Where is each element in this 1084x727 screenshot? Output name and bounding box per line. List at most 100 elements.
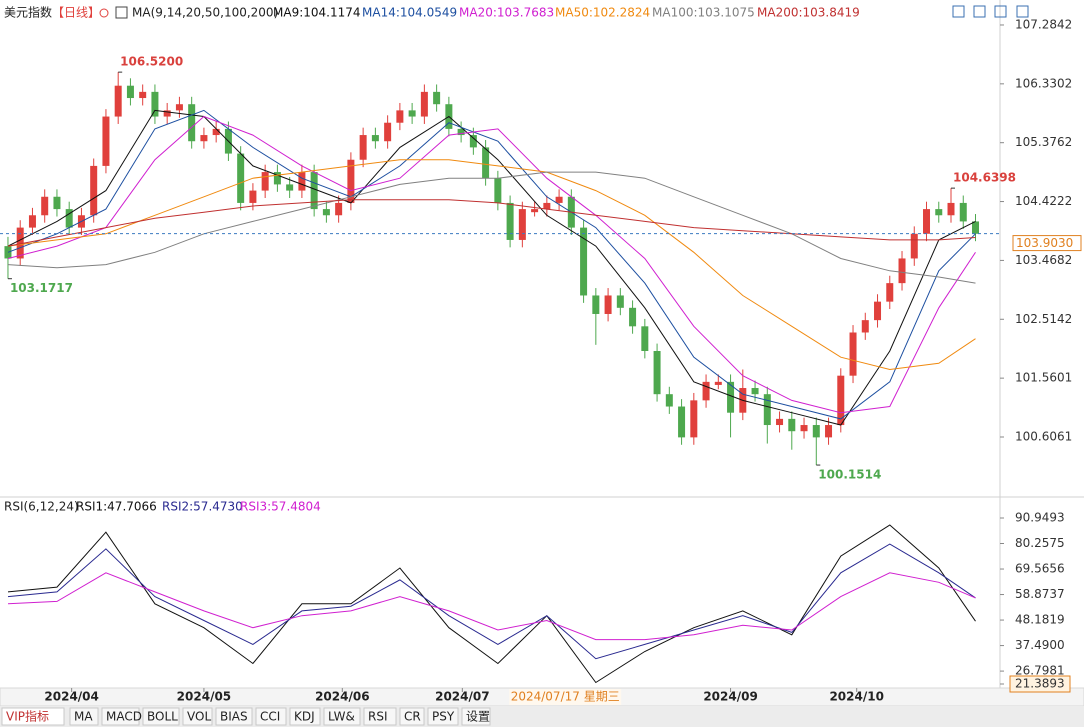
candle-body	[273, 172, 281, 185]
candle-body	[16, 227, 24, 259]
y-tick-label: 104.4222	[1015, 194, 1072, 208]
candle-body	[580, 227, 588, 296]
tab[interactable]	[461, 707, 491, 726]
x-tick-label: 2024/10	[829, 690, 883, 704]
tab-label[interactable]: VOL	[187, 710, 211, 724]
candle-body	[237, 153, 245, 203]
tab-label[interactable]: LW&	[328, 710, 355, 724]
tab-label[interactable]: CR	[404, 710, 421, 724]
tab[interactable]	[363, 707, 397, 726]
tab[interactable]	[255, 707, 287, 726]
tab[interactable]	[323, 707, 361, 726]
fullscreen[interactable]	[1016, 5, 1029, 18]
candle-body	[335, 202, 343, 216]
line-series	[7, 109, 976, 426]
candle-body	[763, 394, 771, 426]
last-price-label: 103.9030	[1016, 236, 1073, 250]
candle-body	[261, 172, 269, 191]
candle-body	[874, 301, 882, 321]
y-tick-label: 102.5142	[1015, 312, 1072, 326]
x-tick-label: 2024/05	[177, 690, 231, 704]
tab[interactable]	[215, 707, 253, 726]
candle-body	[175, 104, 183, 111]
legend-entry: RSI1:47.7066	[76, 500, 157, 514]
candle-body	[959, 202, 967, 222]
tab-label[interactable]: RSI	[368, 710, 388, 724]
tab-label[interactable]: MA	[74, 710, 93, 724]
candle-body	[935, 209, 943, 216]
candle-body	[825, 425, 833, 438]
candle-body	[163, 110, 171, 117]
zoom-in[interactable]	[952, 5, 965, 18]
candle-body	[972, 221, 980, 234]
candle-body	[114, 85, 122, 117]
tab[interactable]	[101, 707, 140, 726]
candle-body	[800, 425, 808, 432]
candle-body	[861, 320, 869, 333]
line-series	[7, 543, 976, 660]
tab-label[interactable]: KDJ	[294, 710, 315, 724]
candle-body	[286, 184, 294, 191]
line-series	[7, 115, 976, 414]
y-tick-label: 101.5601	[1015, 371, 1072, 385]
legend-entry: MA50:102.2824	[555, 6, 650, 20]
settings-icon[interactable]	[99, 8, 109, 18]
tab-label[interactable]: PSY	[432, 710, 455, 724]
tab[interactable]	[427, 707, 459, 726]
candle-body	[384, 122, 392, 142]
tab[interactable]	[142, 707, 180, 726]
candle-body	[690, 400, 698, 438]
candle-body	[359, 135, 367, 160]
candle-body	[898, 258, 906, 284]
candle-body	[506, 202, 514, 240]
candle-body	[28, 215, 36, 228]
candle-body	[310, 172, 318, 210]
legend-entry: MA14:104.0549	[362, 6, 457, 20]
tab-label[interactable]: BIAS	[220, 710, 248, 724]
y-tick-label: 80.2575	[1015, 536, 1065, 550]
zoom-out[interactable]	[973, 5, 986, 18]
x-tick-label: 2024/04	[44, 690, 98, 704]
annotation: 100.1514	[818, 468, 881, 482]
candle-body	[776, 418, 784, 426]
candle-body	[298, 172, 306, 191]
candle-body	[126, 85, 134, 99]
y-tick-label: 48.1819	[1015, 613, 1065, 627]
candle-body	[53, 196, 61, 210]
tab[interactable]	[69, 707, 99, 726]
tab[interactable]	[1, 707, 65, 726]
tab[interactable]	[182, 707, 213, 726]
legend-entry: RSI3:57.4804	[240, 500, 321, 514]
tab-label[interactable]: MACD	[106, 710, 142, 724]
candle-body	[151, 91, 159, 117]
tab[interactable]	[289, 707, 321, 726]
y-tick-label: 21.3893	[1015, 676, 1065, 690]
y-tick-label: 26.7981	[1015, 664, 1065, 678]
candle-body	[727, 381, 735, 413]
indicator-icon[interactable]	[115, 6, 128, 19]
candle-body	[751, 388, 759, 395]
tab-label[interactable]: BOLL	[147, 710, 178, 724]
candle-body	[886, 283, 894, 302]
fit[interactable]	[994, 5, 1007, 18]
y-tick-label: 103.4682	[1015, 253, 1072, 267]
tab-label[interactable]: CCI	[260, 710, 280, 724]
candle-body	[947, 202, 955, 216]
candle-body	[396, 110, 404, 123]
legend-entry: RSI2:57.4730	[162, 500, 243, 514]
candle-body	[837, 375, 845, 426]
tab-label[interactable]: 设置	[466, 710, 490, 724]
legend-entry: MA9:104.1174	[273, 6, 361, 20]
candle-body	[41, 196, 49, 216]
x-tick-label: 2024/09	[703, 690, 757, 704]
candle-body	[849, 332, 857, 376]
candle-body	[65, 209, 73, 228]
period[interactable]: 【日线】	[52, 6, 100, 20]
annotation: 106.5200	[120, 55, 183, 69]
tab-label[interactable]: VIP指标	[6, 709, 49, 724]
legend-entry: MA20:103.7683	[459, 6, 554, 20]
candle-body	[249, 190, 257, 203]
tab[interactable]	[399, 707, 425, 726]
